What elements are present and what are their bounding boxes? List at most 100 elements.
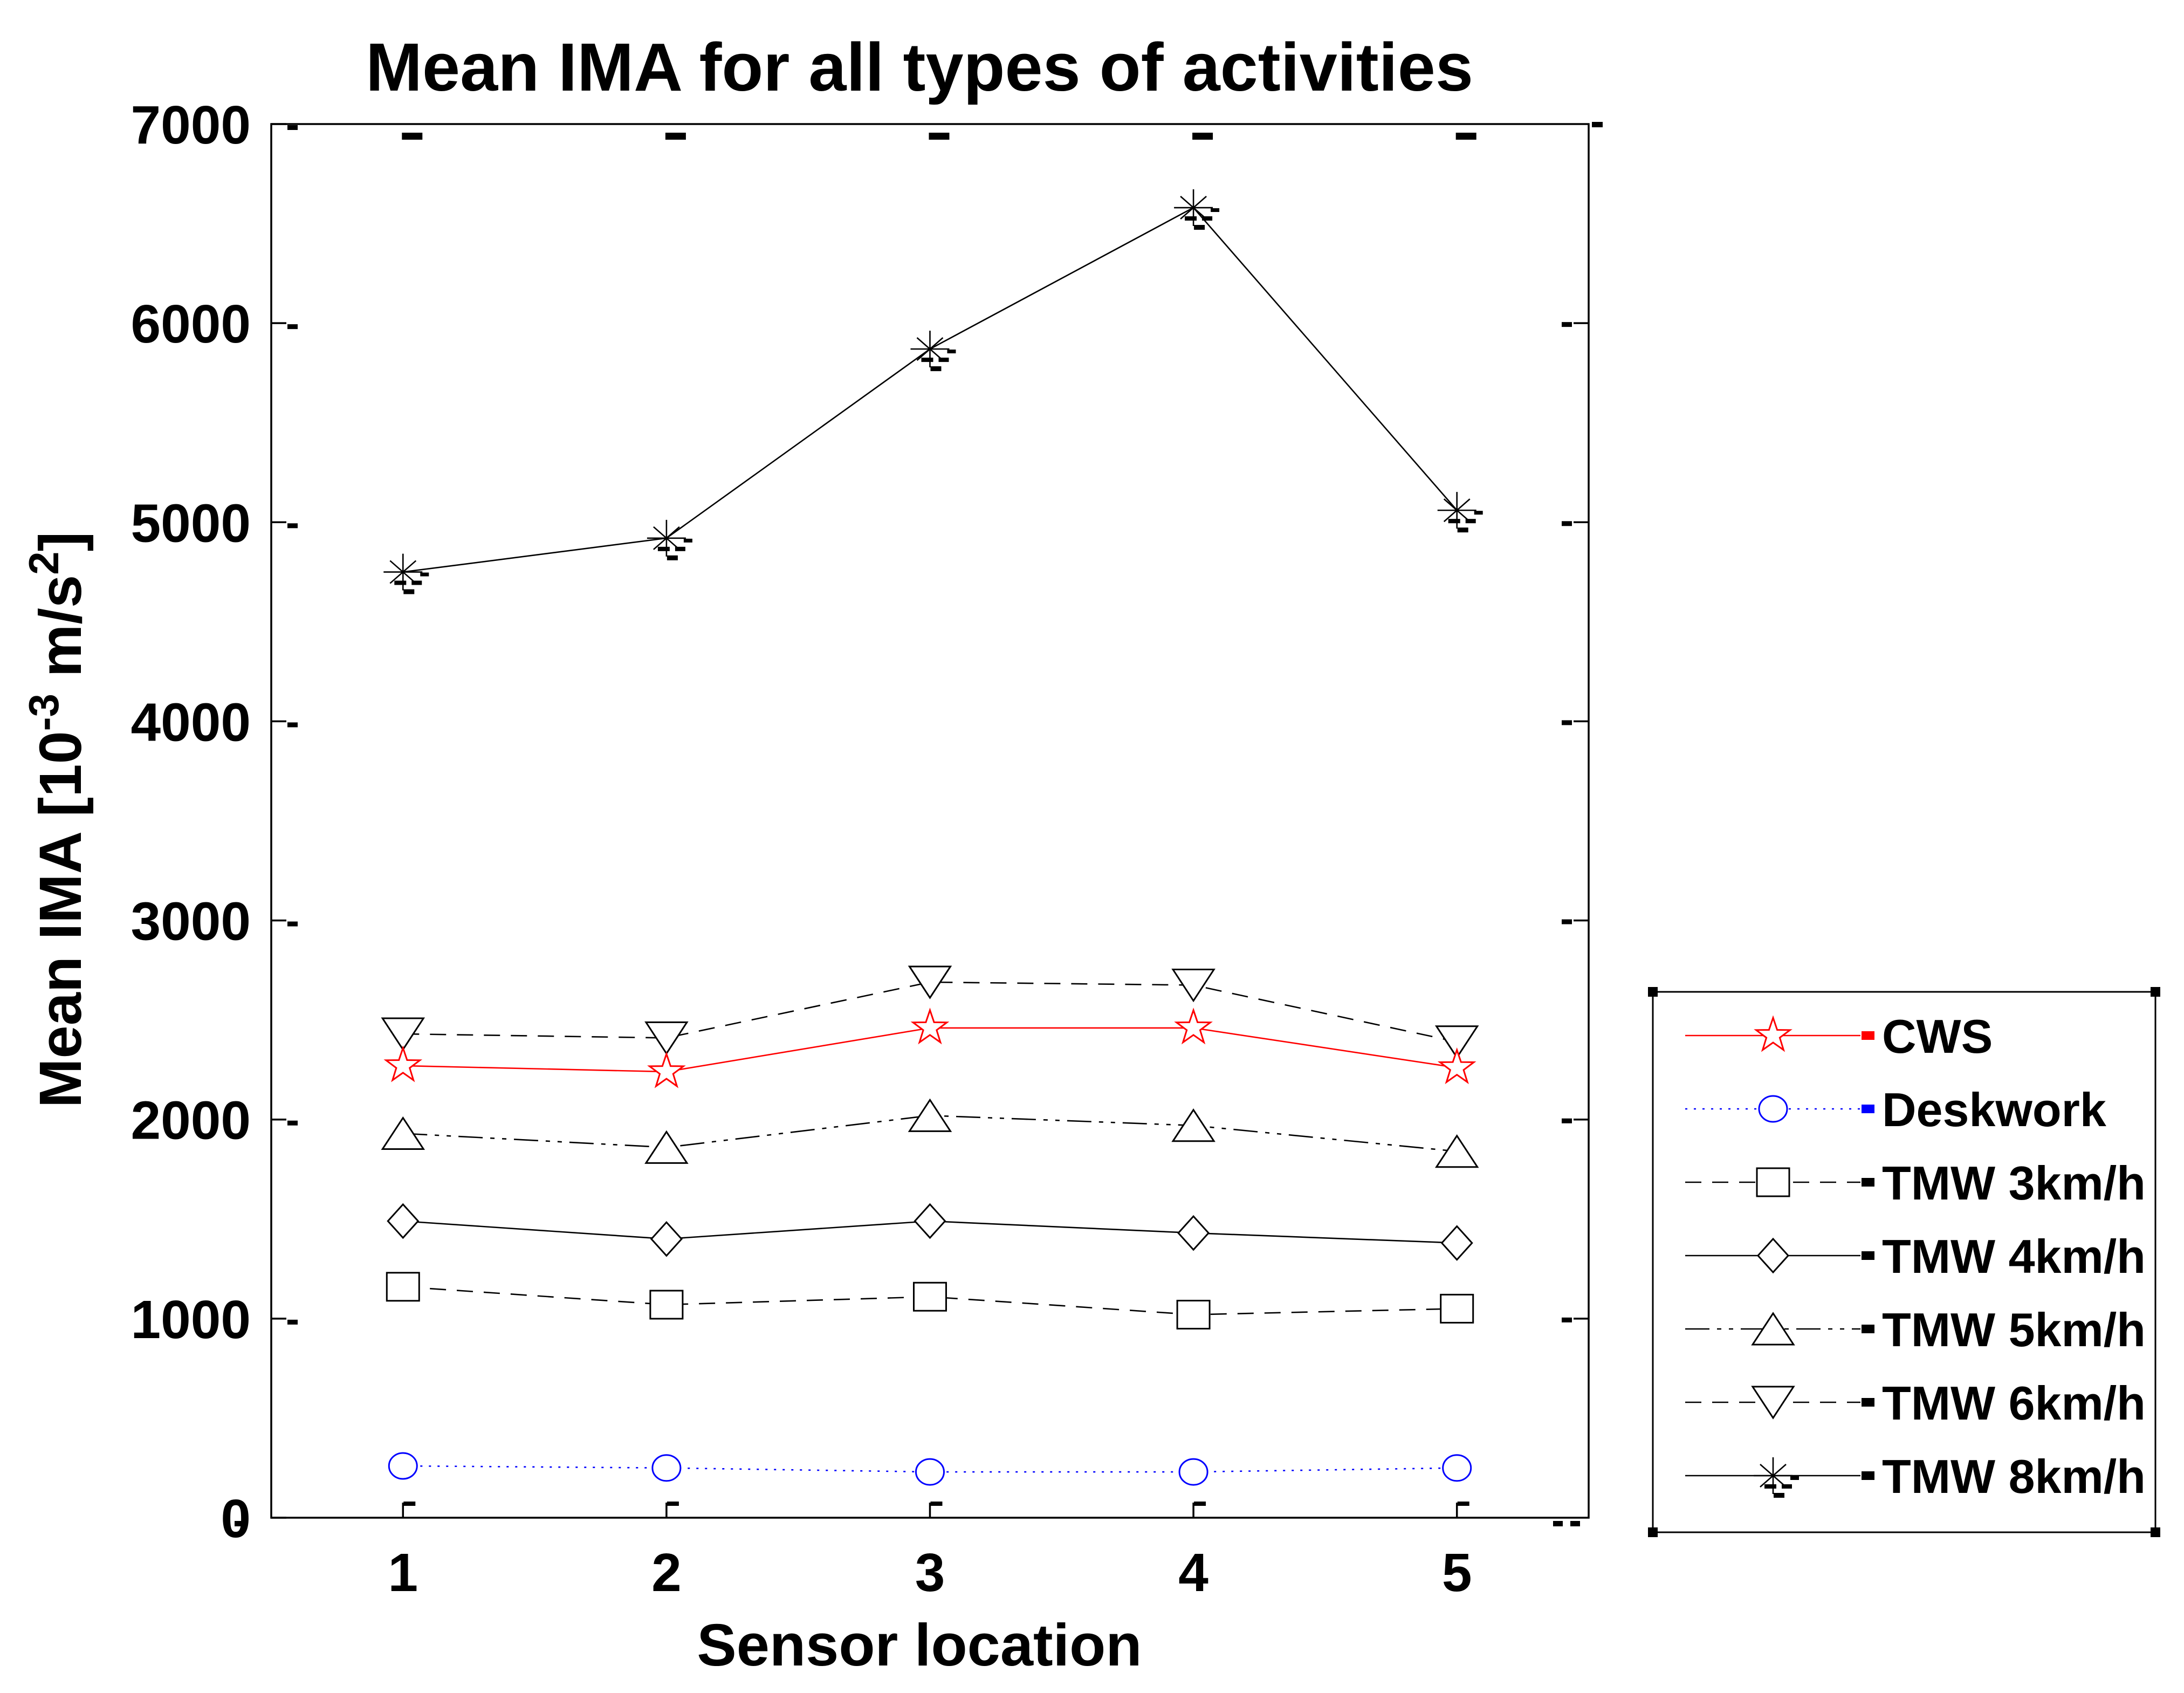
legend-label: Deskwork [1882, 1083, 2107, 1136]
tick-dash-artifact [402, 133, 423, 140]
y-tick-label: 5000 [131, 493, 251, 553]
marker-circle [651, 1454, 682, 1482]
marker-triangle-down [1171, 969, 1215, 1003]
legend-line-end-dash [1862, 1031, 1874, 1040]
tick-dash-artifact [287, 523, 298, 529]
marker-triangle-up [1751, 1312, 1795, 1346]
series-layer [381, 189, 1483, 1486]
error-dash [1211, 208, 1220, 213]
legend-corner-mark [2151, 987, 2160, 997]
axis-layer: 0 1000 2000 3000 4000 5000 6000 7000 1 2 3 4 5 [131, 95, 1603, 1603]
error-dash [411, 580, 422, 585]
marker-triangle-up [1171, 1108, 1215, 1142]
marker-square [1176, 1299, 1211, 1329]
legend-entry-tmw-4km-h: TMW 4km/h [1685, 1230, 2146, 1283]
y-tick-label: 3000 [131, 892, 251, 952]
marker-triangle-down [644, 1021, 689, 1055]
y-tick-label: 6000 [131, 294, 251, 354]
legend-line-end-dash [1862, 1178, 1874, 1187]
error-dash [1465, 519, 1476, 524]
y-tick-label: 1000 [131, 1290, 251, 1350]
tick-dash-artifact [1455, 133, 1476, 140]
legend: CWS Deskwork TMW 3km/h TMW 4km/h TMW 5km/h TM… [1648, 987, 2160, 1537]
tick-dash-artifact [287, 324, 298, 330]
series-tmw-5km-h [381, 1098, 1479, 1168]
marker-triangle-up [644, 1130, 689, 1164]
marker-triangle-down [1751, 1386, 1795, 1420]
legend-line-end-dash [1862, 1471, 1874, 1480]
tick-dash-artifact [287, 722, 298, 728]
error-dash [1782, 1484, 1792, 1489]
x-tick-label: 3 [915, 1543, 945, 1603]
error-dash [930, 366, 942, 372]
series-line [403, 981, 1457, 1043]
error-dash [683, 538, 692, 543]
tick-dash-artifact [1192, 133, 1213, 140]
marker-circle [1178, 1458, 1208, 1486]
legend-entry-tmw-8km-h: TMW 8km/h [1685, 1450, 2146, 1503]
y-axis-label: Mean IMA [10-3 m/s2] [20, 532, 94, 1108]
tick-dash-artifact [287, 1319, 298, 1325]
legend-corner-mark [1648, 987, 1658, 997]
marker-square [1756, 1167, 1790, 1197]
legend-label: TMW 5km/h [1882, 1303, 2146, 1356]
marker-triangle-up [381, 1116, 425, 1150]
tick-dash-artifact [1592, 122, 1603, 127]
legend-entry-tmw-5km-h: TMW 5km/h [1685, 1303, 2146, 1356]
tick-dash-artifact [1562, 322, 1572, 327]
y-tick-label: 7000 [131, 95, 251, 155]
series-tmw-3km-h [386, 1272, 1474, 1329]
y-tick-label: 0 [221, 1489, 251, 1549]
marker-triangle-up [1434, 1134, 1479, 1168]
error-dash [1202, 216, 1213, 221]
tick-dash-artifact [287, 125, 298, 130]
series-tmw-4km-h [387, 1203, 1473, 1261]
marker-square [649, 1290, 684, 1320]
error-dash [947, 349, 956, 354]
marker-square [913, 1281, 947, 1312]
marker-square [1440, 1293, 1474, 1324]
x-axis-label: Sensor location [697, 1612, 1142, 1678]
tick-dash-artifact [403, 1502, 416, 1506]
legend-line-end-dash [1862, 1325, 1874, 1333]
tick-dash-artifact [1194, 1502, 1206, 1506]
legend-line-end-dash [1862, 1105, 1874, 1113]
tick-dash-artifact [287, 921, 298, 927]
error-dash [1448, 519, 1460, 524]
series-tmw-6km-h [381, 965, 1479, 1059]
tick-dash-artifact [1553, 1521, 1563, 1526]
marker-circle [915, 1458, 945, 1486]
tick-dash-artifact [929, 133, 950, 140]
error-dash [1194, 225, 1205, 230]
y-tick-label: 4000 [131, 692, 251, 752]
legend-entry-tmw-3km-h: TMW 3km/h [1685, 1156, 2146, 1210]
x-tick-label: 5 [1442, 1543, 1472, 1603]
legend-entry-cws: CWS [1685, 1010, 1993, 1063]
marker-circle [388, 1452, 418, 1480]
marker-star5 [647, 1051, 686, 1088]
series-deskwork [388, 1452, 1472, 1486]
error-dash [938, 358, 949, 362]
error-dash [1790, 1476, 1799, 1480]
error-dash [657, 546, 670, 551]
tick-dash-artifact [287, 1120, 298, 1126]
legend-label: TMW 3km/h [1882, 1156, 2146, 1210]
chart-title: Mean IMA for all types of activities [366, 29, 1473, 105]
marker-star5 [1437, 1047, 1476, 1085]
y-tick-label: 2000 [131, 1091, 251, 1151]
error-dash [1774, 1493, 1784, 1498]
tick-dash-artifact [1562, 720, 1572, 725]
marker-star5 [383, 1045, 423, 1082]
legend-line-end-dash [1862, 1251, 1874, 1260]
series-line [403, 207, 1458, 573]
tick-dash-artifact [1562, 1118, 1572, 1123]
marker-diamond [914, 1203, 946, 1239]
error-dash [403, 589, 415, 594]
legend-label: TMW 6km/h [1882, 1376, 2146, 1430]
marker-triangle-up [908, 1098, 952, 1132]
error-dash [1764, 1484, 1776, 1489]
tick-dash-artifact [1562, 521, 1572, 526]
marker-square [386, 1272, 420, 1302]
marker-triangle-down [1434, 1025, 1479, 1059]
